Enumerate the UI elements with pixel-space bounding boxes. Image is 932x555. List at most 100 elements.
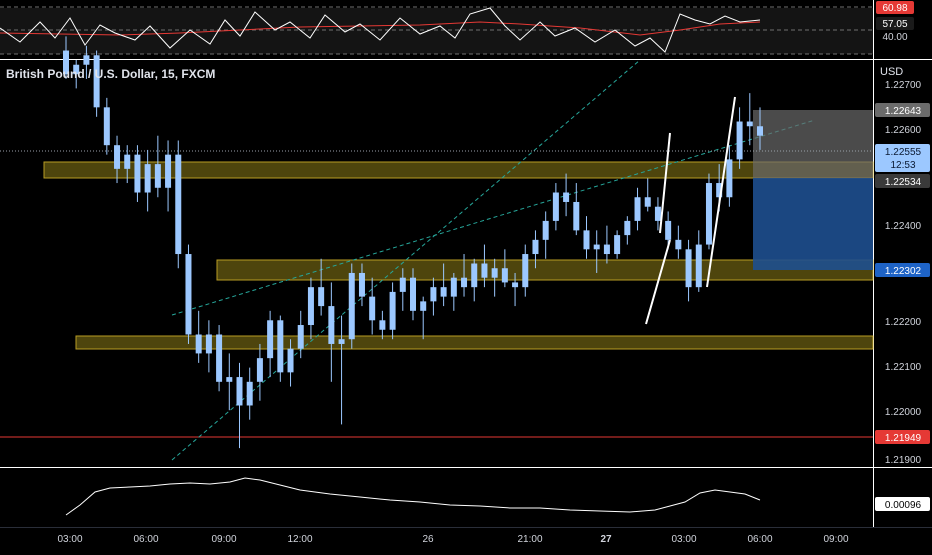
candle-body	[603, 244, 610, 255]
price-tick-label: 1.22200	[885, 317, 922, 328]
candle-body	[103, 107, 110, 146]
candle-body	[195, 334, 202, 354]
candle-body	[307, 287, 314, 326]
price-tag-horizontal-line: 1.21949	[885, 433, 922, 444]
candle-body	[685, 249, 692, 288]
candle-body	[144, 164, 151, 193]
time-tick-label: 09:00	[211, 534, 236, 545]
candle-body	[695, 244, 702, 288]
candle-body	[512, 282, 519, 288]
price-tag-last-price: 1.22555	[885, 147, 922, 158]
wedge-line-right	[706, 96, 736, 288]
candle-body	[369, 296, 376, 321]
time-tick-label: 06:00	[133, 534, 158, 545]
candle-body	[593, 244, 600, 250]
rsi-value-label-2: 40.00	[882, 32, 907, 43]
candle-body	[83, 55, 90, 65]
rsi-line	[0, 7, 761, 53]
candle-body	[246, 381, 253, 406]
rsi-value-label-0: 60.98	[882, 3, 907, 14]
price-tag-bg-horizontal-line	[875, 430, 930, 444]
rsi-value-tag-bg-1	[876, 17, 914, 30]
price-tick-label: 1.22400	[885, 221, 922, 232]
time-tick-label: 06:00	[747, 534, 772, 545]
time-tick-label: 09:00	[823, 534, 848, 545]
candle-body	[705, 183, 712, 245]
candle-body	[736, 121, 743, 160]
price-tick-label: 1.22100	[885, 362, 922, 373]
candle-body	[675, 239, 682, 250]
oscillator-line	[65, 477, 761, 516]
time-tick-label: 21:00	[517, 534, 542, 545]
chart-title: British Pound / U.S. Dollar, 15, FXCM	[6, 67, 216, 81]
rsi-average-line	[0, 21, 761, 36]
position-stop-zone	[753, 110, 873, 178]
oscillator-tag-bg	[875, 497, 930, 511]
price-tag-bg-last-price	[875, 144, 930, 172]
time-tick-label: 26	[422, 534, 434, 545]
candle-body	[256, 358, 263, 382]
candle-body	[175, 154, 182, 255]
candle-body	[716, 183, 723, 198]
candle-body	[522, 254, 529, 288]
candle-body	[420, 301, 427, 311]
oscillator-value-label: 0.00096	[885, 500, 922, 511]
candle-body	[430, 287, 437, 302]
candle-body	[573, 201, 580, 231]
candle-body	[236, 377, 243, 406]
candle-body	[644, 197, 651, 207]
candle-body	[63, 50, 69, 75]
candle-body	[154, 164, 161, 188]
candle-body	[277, 320, 284, 373]
price-tag-bg-position-entry	[875, 174, 930, 188]
price-unit-label: USD	[880, 66, 904, 78]
price-tag-bg-position-top	[875, 103, 930, 117]
candle-body	[501, 268, 508, 283]
candle-body	[440, 287, 447, 297]
candle-body	[726, 159, 733, 198]
candle-body	[552, 192, 559, 221]
candle-body	[654, 206, 661, 221]
candle-body	[338, 339, 345, 344]
candle-body	[226, 377, 233, 382]
wedge-line-mid	[659, 132, 671, 234]
candle-body	[614, 235, 621, 255]
candle-body	[348, 272, 355, 340]
candle-body	[358, 272, 365, 297]
candle-body	[389, 291, 396, 330]
candle-body	[185, 254, 192, 335]
price-tick-label: 1.21900	[885, 455, 922, 466]
candle-body	[665, 220, 672, 240]
candle-body	[73, 64, 80, 75]
time-tick-label: 03:00	[671, 534, 696, 545]
candle-body	[491, 268, 498, 278]
candle-body	[328, 306, 335, 344]
price-tag-position-top: 1.22643	[885, 106, 922, 117]
price-tag-position-entry: 1.22534	[885, 177, 922, 188]
candle-body	[461, 277, 468, 288]
candle-body	[318, 287, 325, 307]
candle-body	[124, 154, 131, 169]
price-tag-position-target: 1.22302	[885, 266, 922, 277]
candle-body	[757, 126, 763, 136]
time-tick-label: 12:00	[287, 534, 312, 545]
candle-body	[563, 192, 570, 202]
price-tick-label: 1.22000	[885, 407, 922, 418]
candle-body	[634, 197, 641, 221]
candle-body	[114, 145, 121, 169]
candle-body	[93, 55, 100, 108]
price-tag-bg-position-target	[875, 263, 930, 277]
candle-body	[450, 277, 457, 297]
price-tick-label: 1.22700	[885, 80, 922, 91]
candle-body	[267, 320, 274, 359]
candle-body	[410, 277, 416, 311]
rsi-value-label-1: 57.05	[882, 19, 907, 30]
candle-body	[297, 325, 304, 349]
time-tick-label: 03:00	[57, 534, 82, 545]
candle-body	[542, 220, 549, 240]
candle-body	[216, 334, 223, 382]
price-tick-label: 1.22600	[885, 125, 922, 136]
candle-body	[624, 220, 631, 236]
candle-body	[205, 334, 212, 354]
